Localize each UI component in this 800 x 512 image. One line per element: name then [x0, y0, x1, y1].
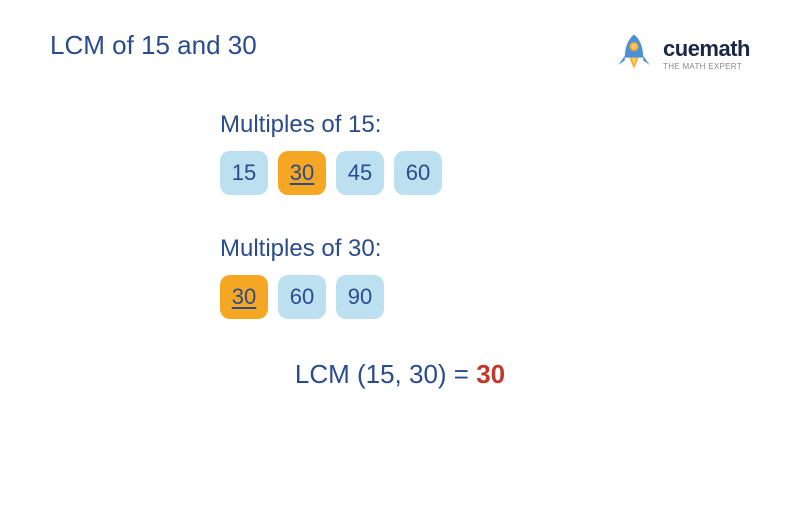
header: LCM of 15 and 30 cuemath THE MATH EXPERT [50, 30, 750, 76]
result-value: 30 [476, 359, 505, 389]
logo-text: cuemath THE MATH EXPERT [663, 36, 750, 71]
multiples-section: Multiples of 30: 306090 [220, 235, 750, 319]
multiple-chip: 60 [278, 275, 326, 319]
logo: cuemath THE MATH EXPERT [611, 30, 750, 76]
section-label: Multiples of 15: [220, 111, 750, 139]
multiples-section: Multiples of 15: 15304560 [220, 111, 750, 195]
logo-brand: cuemath [663, 36, 750, 62]
chips-row: 306090 [220, 275, 750, 319]
multiple-chip-highlighted: 30 [278, 151, 326, 195]
multiple-chip: 45 [336, 151, 384, 195]
page-title: LCM of 15 and 30 [50, 30, 257, 61]
result: LCM (15, 30) = 30 [50, 359, 750, 390]
rocket-icon [611, 30, 657, 76]
multiple-chip-highlighted: 30 [220, 275, 268, 319]
sections-container: Multiples of 15:15304560Multiples of 30:… [50, 111, 750, 319]
multiple-chip: 60 [394, 151, 442, 195]
logo-tagline: THE MATH EXPERT [663, 62, 750, 71]
result-prefix: LCM (15, 30) = [295, 359, 476, 389]
chips-row: 15304560 [220, 151, 750, 195]
multiple-chip: 15 [220, 151, 268, 195]
section-label: Multiples of 30: [220, 235, 750, 263]
multiple-chip: 90 [336, 275, 384, 319]
